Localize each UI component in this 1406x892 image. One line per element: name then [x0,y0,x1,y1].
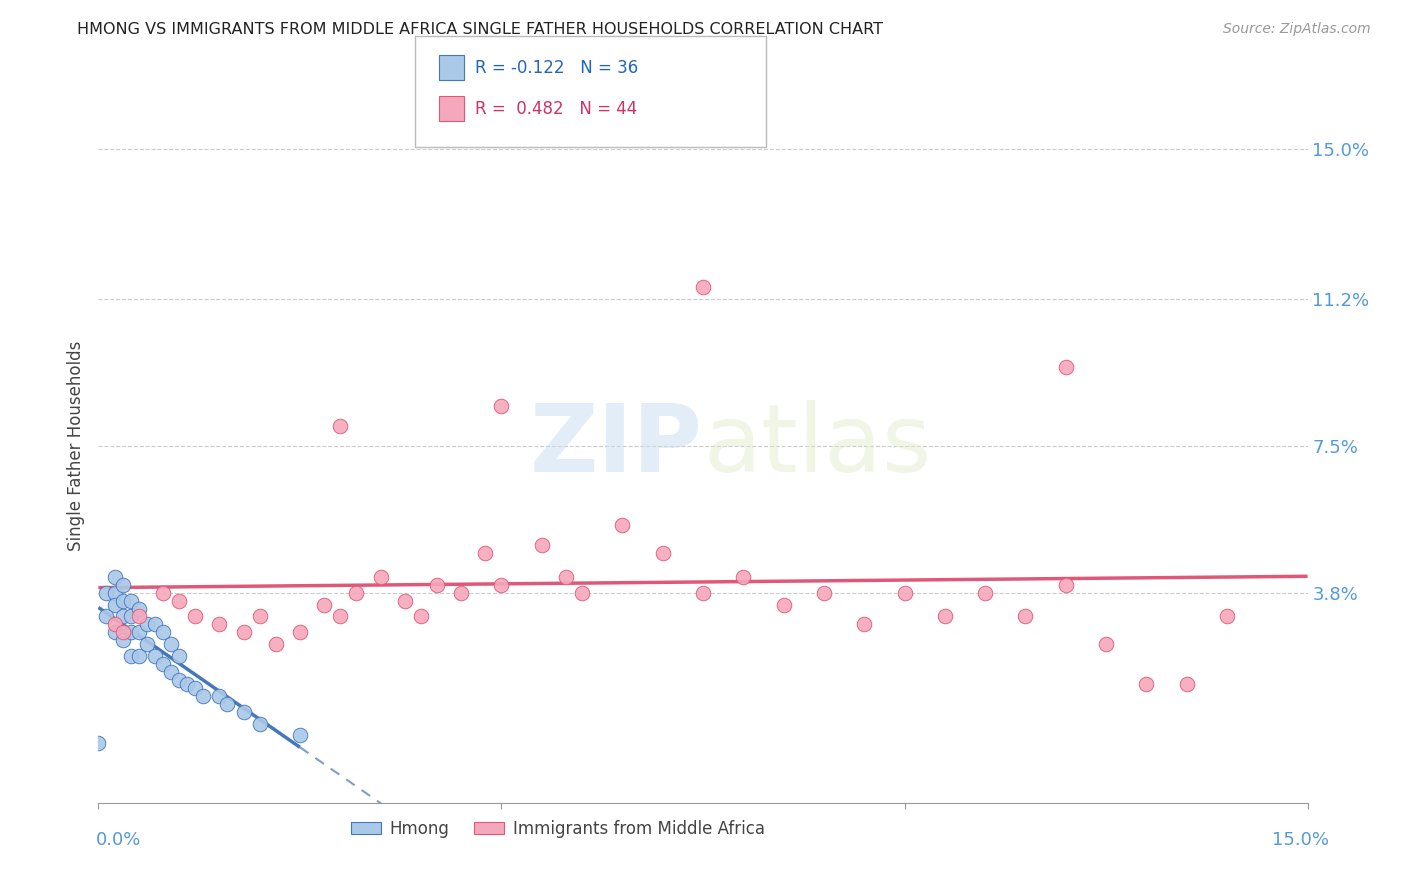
Point [612,518,634,533]
Point [1054,578,1077,592]
Point [135,637,157,651]
Point [813,585,835,599]
Point [128,649,150,664]
Point [152,585,174,599]
Point [733,570,755,584]
Point [934,609,956,624]
Point [772,598,794,612]
Point [111,578,134,592]
Point [167,673,190,687]
Point [329,419,352,434]
Point [120,593,142,607]
Point [217,697,239,711]
Point [103,598,125,612]
Point [111,593,134,607]
Point [474,546,496,560]
Point [96,609,118,624]
Point [249,609,271,624]
Point [288,625,311,640]
Point [184,681,207,695]
Point [103,570,125,584]
Point [160,665,183,679]
Point [96,585,118,599]
Point [571,585,593,599]
Point [491,578,513,592]
Point [555,570,578,584]
Point [143,617,166,632]
Point [394,593,416,607]
Point [128,625,150,640]
Point [530,538,553,552]
Point [329,609,352,624]
Legend: Hmong, Immigrants from Middle Africa: Hmong, Immigrants from Middle Africa [344,814,772,845]
Point [128,601,150,615]
Point [208,617,231,632]
Text: R =  0.482   N = 44: R = 0.482 N = 44 [475,100,637,118]
Text: ZIP: ZIP [530,400,703,492]
Point [111,609,134,624]
Point [1135,677,1157,691]
Text: 15.0%: 15.0% [1271,831,1329,849]
Text: Source: ZipAtlas.com: Source: ZipAtlas.com [1223,22,1371,37]
Point [103,625,125,640]
Point [1175,677,1198,691]
Point [128,609,150,624]
Point [111,625,134,640]
Point [152,657,174,671]
Point [370,570,392,584]
Point [103,617,125,632]
Point [314,598,336,612]
Point [232,625,254,640]
Point [176,677,198,691]
Point [160,637,183,651]
Point [120,609,142,624]
Point [426,578,449,592]
Point [1014,609,1036,624]
Point [651,546,673,560]
Point [1054,359,1077,374]
Point [450,585,472,599]
Point [111,633,134,648]
Point [344,585,367,599]
Point [208,689,231,703]
Point [692,585,714,599]
Point [87,736,110,750]
Point [152,625,174,640]
Y-axis label: Single Father Households: Single Father Households [67,341,86,551]
Point [135,617,157,632]
Point [1216,609,1239,624]
Point [167,649,190,664]
Point [491,400,513,414]
Text: atlas: atlas [703,400,931,492]
Point [120,625,142,640]
Point [120,649,142,664]
Point [288,728,311,742]
Point [143,649,166,664]
Text: 0.0%: 0.0% [96,831,141,849]
Point [167,593,190,607]
Point [853,617,876,632]
Point [409,609,432,624]
Point [974,585,997,599]
Text: R = -0.122   N = 36: R = -0.122 N = 36 [475,59,638,77]
Point [1095,637,1118,651]
Text: HMONG VS IMMIGRANTS FROM MIDDLE AFRICA SINGLE FATHER HOUSEHOLDS CORRELATION CHAR: HMONG VS IMMIGRANTS FROM MIDDLE AFRICA S… [77,22,883,37]
Point [193,689,215,703]
Point [692,280,714,294]
Point [103,585,125,599]
Point [264,637,287,651]
Point [893,585,915,599]
Point [232,705,254,719]
Point [184,609,207,624]
Point [249,716,271,731]
